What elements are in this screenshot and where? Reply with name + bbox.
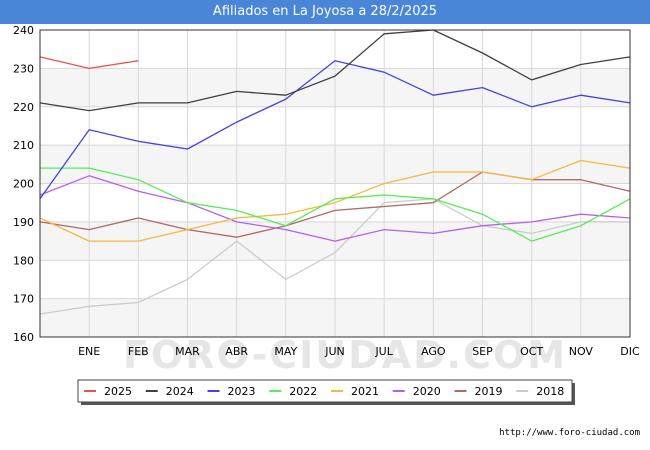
x-tick-label: ENE [78,345,100,358]
legend-label-2020: 2020 [413,385,441,398]
series-line-2025 [39,56,139,70]
x-tick-label: AGO [421,345,446,358]
legend-label-2018: 2018 [536,385,564,398]
x-tick-label: ABR [225,345,248,358]
x-tick-label: JUN [324,345,345,358]
x-tick-label: MAY [274,345,297,358]
series-line-2023 [39,60,631,200]
y-tick-label: 180 [13,254,34,267]
plot-frame [39,29,631,338]
y-tick-label: 160 [13,331,34,344]
legend-box [77,379,573,403]
x-tick-label: NOV [569,345,594,358]
y-tick-label: 170 [13,293,34,306]
y-tick-label: 210 [13,139,34,152]
legend-label-2024: 2024 [166,385,194,398]
y-tick-label: 190 [13,216,34,229]
legend-label-2023: 2023 [228,385,256,398]
x-tick-label: MAR [175,345,200,358]
x-tick-label: SEP [472,345,493,358]
legend-label-2022: 2022 [289,385,317,398]
x-tick-label: DIC [620,345,640,358]
y-axis-ticks: 160 170 180 190 200 210 220 230 240 [13,24,34,344]
footer-url: http://www.foro-ciudad.com [499,428,640,438]
watermark: FORO-CIUDAD.COM [123,333,567,377]
series-line-2021 [39,159,631,242]
y-tick-label: 200 [13,178,34,191]
legend-label-2025: 2025 [104,385,132,398]
series-line-2018 [39,198,630,315]
x-tick-label: OCT [520,345,543,358]
legend-label-2021: 2021 [351,385,379,398]
x-tick-label: JUL [374,345,393,358]
x-axis-ticks: ENE FEB MAR ABR MAY JUN JUL AGO SEP OCT NOV DIC [78,345,640,358]
series-line-2020 [39,175,631,242]
legend: 2025 2024 2023 2022 2021 2020 2019 2018 [77,379,575,405]
y-tick-label: 220 [13,101,34,114]
series-line-2024 [39,29,631,112]
series-line-2022 [40,167,631,242]
y-tick-label: 240 [13,24,34,37]
chart-title: Afiliados en La Joyosa a 28/2/2025 [0,0,650,24]
y-tick-label: 230 [13,62,34,75]
x-tick-label: FEB [128,345,149,358]
series-lines [39,29,631,315]
legend-label-2019: 2019 [475,385,503,398]
